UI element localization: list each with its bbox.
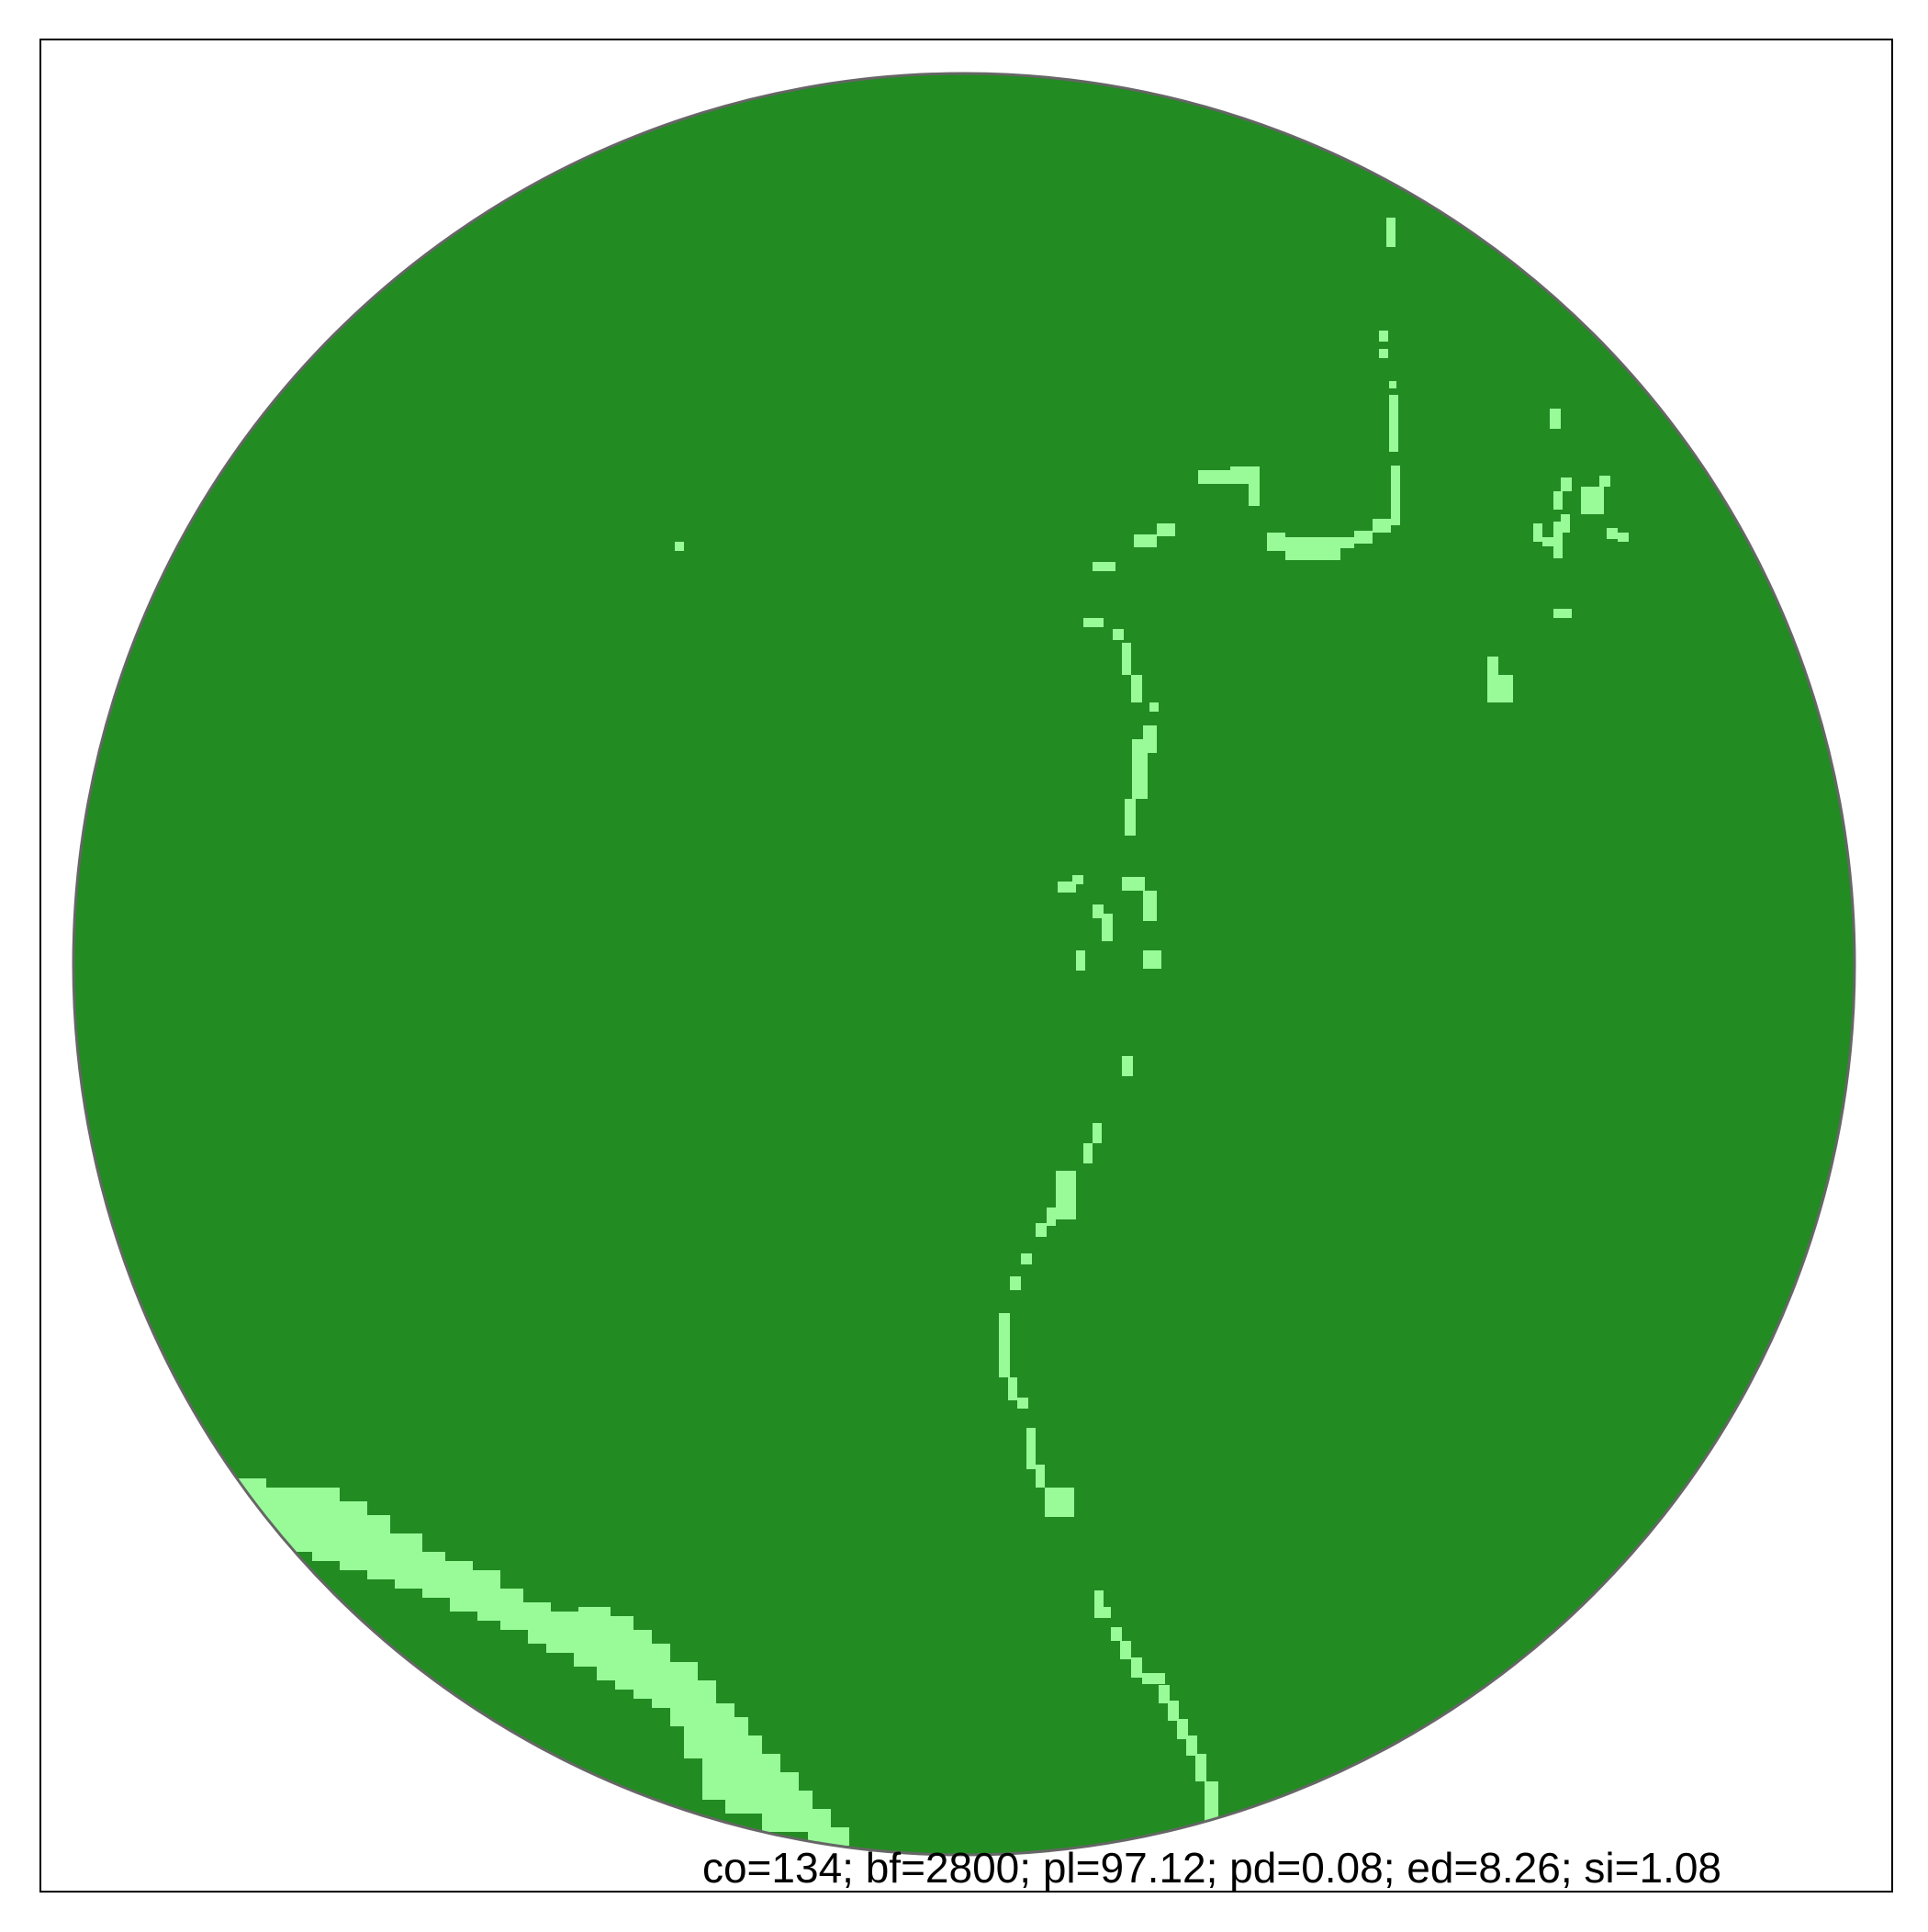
nonforest-patches-northeast [1487, 409, 1629, 702]
landscape-metrics-label: co=134; bf=2800; pl=97.12; pd=0.08; ed=8… [701, 1844, 1722, 1892]
forest-area [73, 73, 1855, 1855]
plot-frame [39, 39, 1893, 1893]
nonforest-streams [675, 218, 1400, 1823]
study-area-boundary [72, 72, 1856, 1857]
land-cover-raster [73, 73, 1855, 1855]
nonforest-patch-southwest [202, 1478, 849, 1846]
